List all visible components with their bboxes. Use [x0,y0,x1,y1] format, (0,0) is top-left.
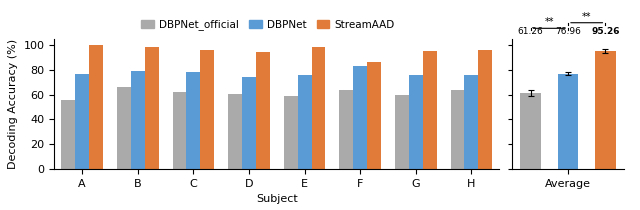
Bar [353,66,367,169]
Bar [520,93,541,169]
Bar [395,95,409,169]
Y-axis label: Decoding Accuracy (%): Decoding Accuracy (%) [8,39,18,169]
Bar [409,75,423,169]
Bar [228,94,242,169]
Bar [298,75,312,169]
Bar [131,71,145,169]
Bar [423,51,436,169]
Bar [478,50,492,169]
Bar [145,47,159,169]
Bar [200,50,214,169]
Text: 76.96: 76.96 [555,27,581,36]
Bar [557,74,579,169]
Bar [451,90,465,169]
Bar [465,75,478,169]
Bar [339,90,353,169]
Text: **: ** [545,17,554,27]
Bar [595,51,616,169]
Bar [186,72,200,169]
Text: **: ** [582,12,591,22]
X-axis label: Subject: Subject [256,194,298,204]
Bar [312,47,326,169]
Bar [76,74,89,169]
Bar [367,62,381,169]
Legend: DBPNet_official, DBPNet, StreamAAD: DBPNet_official, DBPNet, StreamAAD [137,15,399,35]
Bar [117,87,131,169]
Bar [256,52,270,169]
Text: 61.26: 61.26 [518,27,543,36]
Bar [173,92,186,169]
Bar [284,96,298,169]
Bar [89,45,103,169]
Bar [61,100,76,169]
Text: 95.26: 95.26 [591,27,620,36]
Bar [242,77,256,169]
